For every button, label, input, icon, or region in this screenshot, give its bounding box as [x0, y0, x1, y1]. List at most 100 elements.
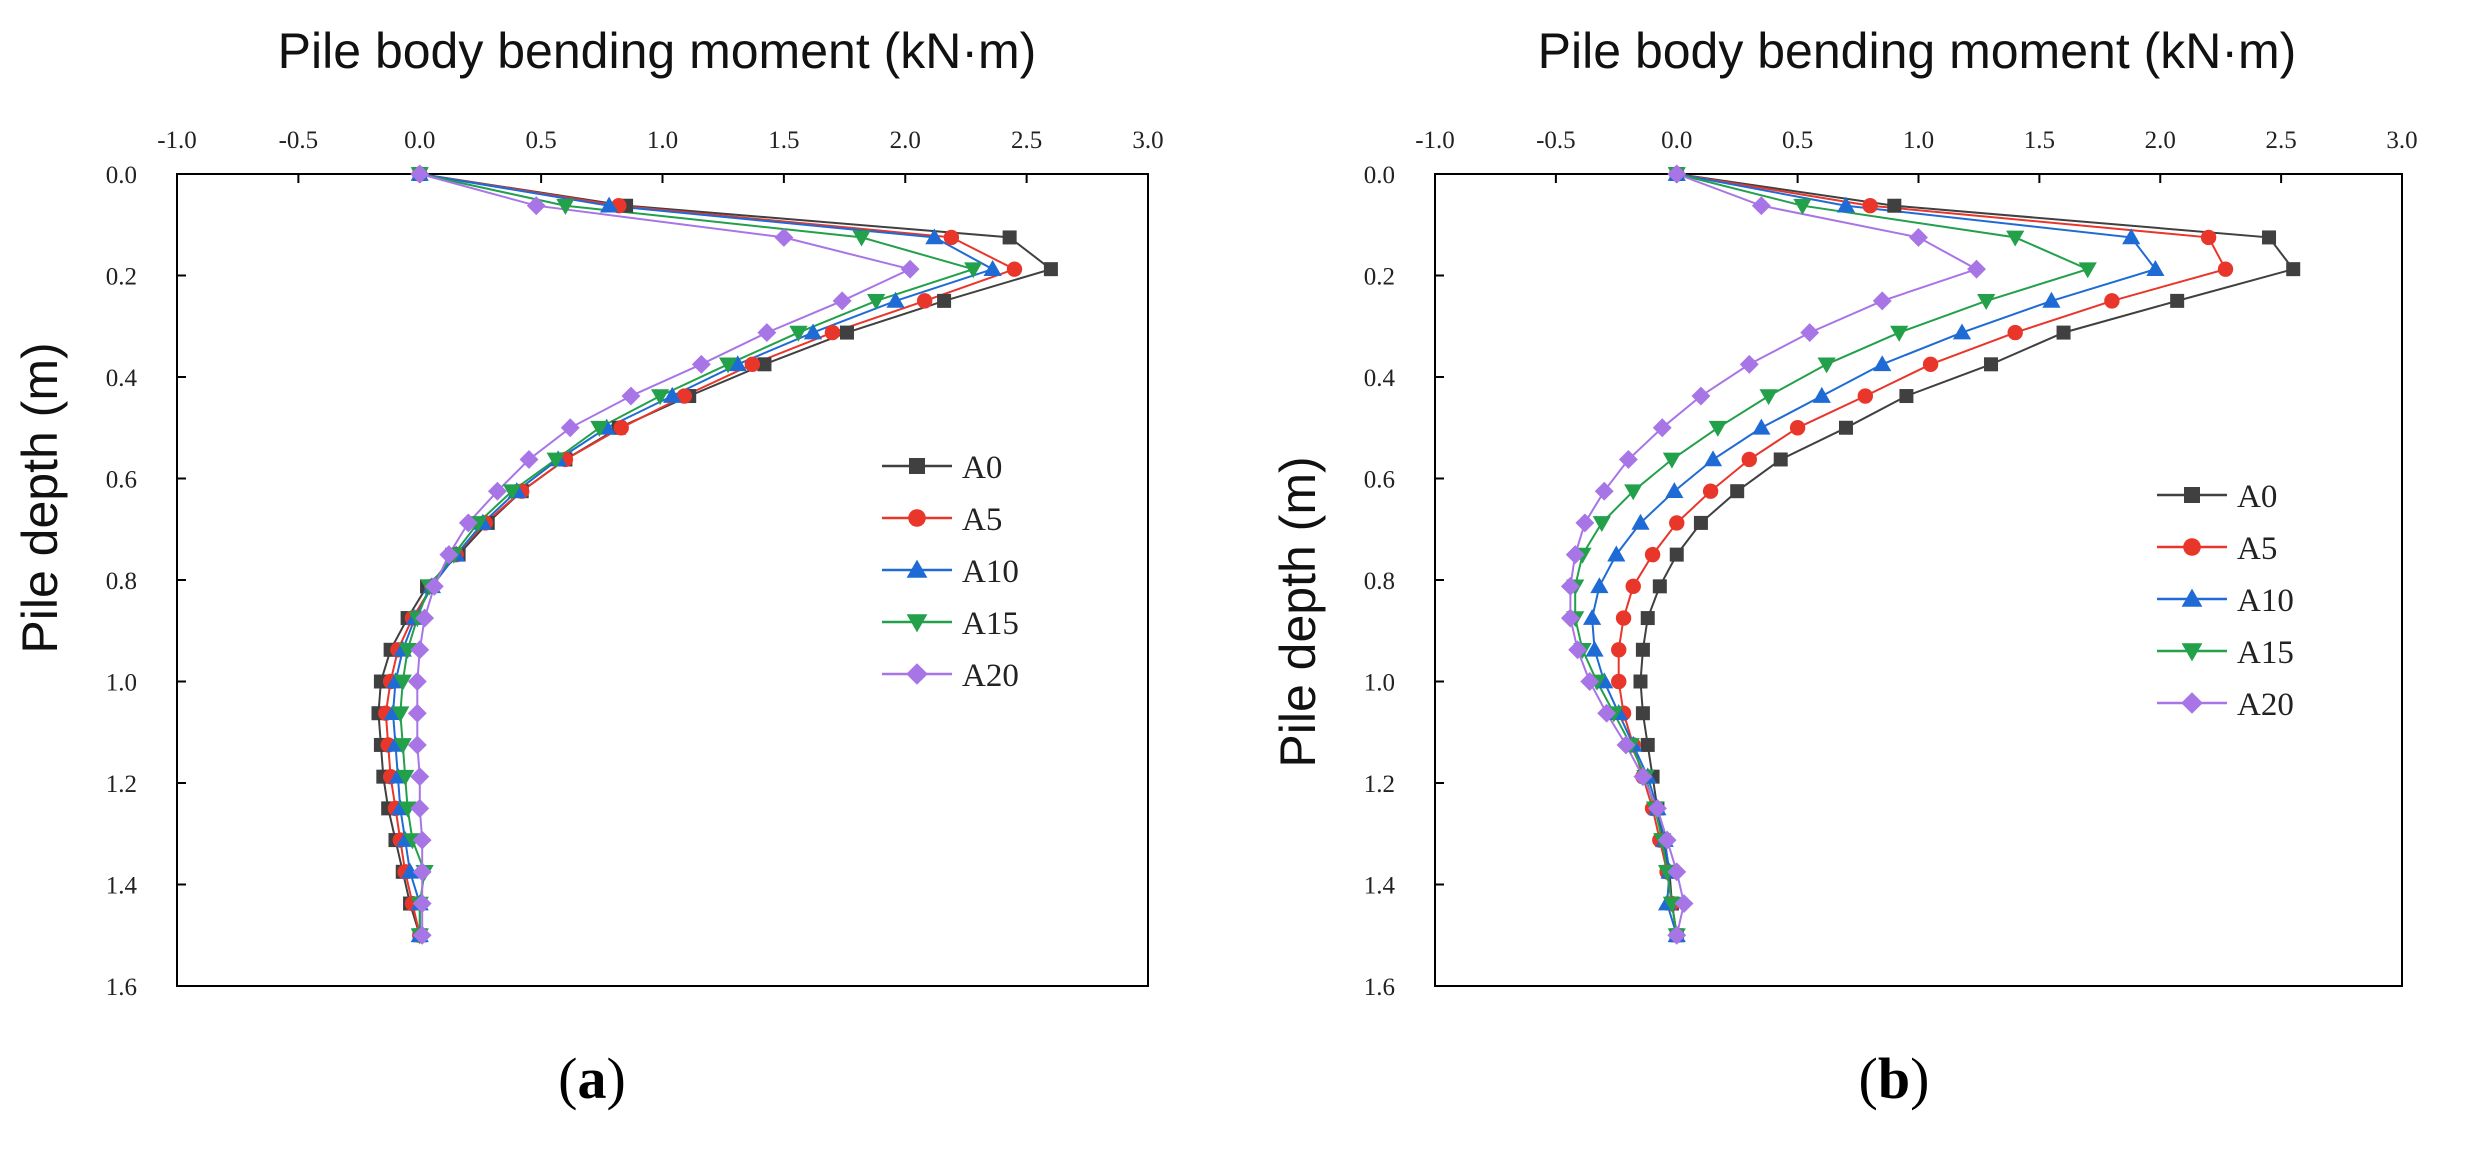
chart-b-plot [1434, 164, 2403, 987]
chart-a-point-a15 [398, 801, 417, 818]
chart-a-x-tick: 2.0 [890, 127, 921, 154]
chart-b-caption: (b) [1859, 1046, 1930, 1111]
chart-a-point-a15 [650, 389, 670, 406]
chart-b-caption-letter: b [1878, 1046, 1910, 1111]
chart-b-legend-marker [2181, 692, 2203, 714]
chart-a-point-a20 [410, 767, 430, 787]
chart-a-title: Pile body bending moment (kN·m) [278, 23, 1037, 79]
chart-a-caption-letter: a [578, 1046, 607, 1111]
chart-b-point-a20 [1800, 323, 1820, 343]
chart-b-y-tick-labels: 0.0 0.2 0.4 0.6 0.8 1.0 1.2 1.4 1.6 [1364, 162, 1396, 1001]
chart-b-point-a10 [1585, 640, 1604, 657]
chart-a-point-a0 [937, 293, 952, 308]
chart-a-point-a15 [556, 198, 575, 215]
chart-b-point-a20 [1967, 259, 1986, 279]
chart-a-x-tick: 3.0 [1132, 127, 1163, 154]
chart-b-point-a10 [1952, 323, 1972, 340]
chart-b-point-a10 [2042, 291, 2061, 308]
chart-b-point-a5 [1625, 578, 1641, 595]
chart-a-point-a20 [439, 545, 459, 565]
chart-a-point-a20 [407, 703, 427, 723]
chart-a-point-a10 [886, 291, 905, 308]
chart-b-x-tick: 1.5 [2024, 127, 2055, 154]
chart-b-point-a15 [1759, 389, 1778, 406]
chart-a-legend-label: A0 [962, 450, 1002, 486]
chart-b-point-a10 [2122, 228, 2141, 245]
chart-a-y-tick: 1.0 [106, 670, 137, 697]
chart-b-point-a15 [2006, 230, 2025, 247]
chart-b-x-tick: 2.5 [2266, 127, 2297, 154]
chart-b-point-a20 [1667, 862, 1687, 882]
chart-a-point-a15 [718, 357, 738, 374]
chart-b-point-a20 [1652, 418, 1672, 438]
chart-b-point-a20 [1909, 227, 1928, 247]
chart-b-point-a20 [1674, 894, 1694, 913]
chart-a-point-a20 [407, 672, 427, 691]
chart-a-point-a15 [852, 230, 871, 247]
chart-b-legend-marker [2183, 538, 2201, 556]
chart-a-point-a5 [943, 229, 960, 246]
chart-a-point-a15 [590, 420, 609, 437]
chart-b-point-a20 [1568, 640, 1588, 660]
chart-b-point-a20 [1751, 196, 1771, 216]
chart-b-point-a0 [1635, 642, 1650, 657]
chart-a-legend-marker [906, 614, 928, 633]
chart-b-point-a15 [1977, 294, 1996, 310]
chart-b-point-a15 [1662, 896, 1682, 913]
chart-a-point-a15 [393, 674, 412, 691]
chart-a-point-a15 [393, 738, 412, 755]
chart-b-legend-label: A15 [2237, 635, 2294, 671]
chart-b-point-a0 [1887, 198, 1902, 213]
chart-a-point-a20 [410, 798, 430, 818]
chart-a-point-a20 [774, 227, 794, 247]
chart-b-point-a0 [2170, 293, 2185, 308]
chart-b-point-a5 [2217, 261, 2234, 277]
chart-b-y-tick: 1.6 [1364, 974, 1395, 1001]
chart-a-point-a10 [663, 386, 682, 403]
chart-a-point-a20 [519, 450, 539, 469]
chart-a-point-a10 [599, 196, 619, 213]
chart-b-point-a0 [2262, 230, 2277, 245]
chart-a-point-a10 [983, 260, 1002, 276]
chart-b-point-a10 [1836, 196, 1856, 213]
chart-a-y-axis-label: Pile depth (m) [12, 342, 68, 653]
chart-b-legend-marker [2181, 643, 2203, 662]
chart-a-legend-label: A20 [962, 658, 1019, 694]
chart-b-point-a15 [1793, 198, 1812, 215]
chart-b-y-tick: 0.6 [1364, 467, 1395, 494]
chart-a-x-tick: 0.0 [404, 127, 435, 154]
chart-a-point-a20 [410, 164, 430, 184]
chart-a-y-tick: 0.0 [106, 162, 137, 189]
chart-a-legend-marker [908, 509, 926, 527]
chart-b-point-a0 [1838, 420, 1853, 435]
chart-a-series-line-a10 [391, 173, 996, 936]
chart-a-point-a15 [546, 452, 565, 469]
chart-b-x-tick: 1.0 [1903, 127, 1934, 154]
chart-a-point-a20 [621, 386, 641, 406]
chart-b-point-a20 [1691, 386, 1711, 406]
chart-b-x-tick: 0.0 [1661, 127, 1692, 154]
chart-b-point-a15 [1592, 516, 1611, 533]
chart-b-point-a0 [1633, 674, 1648, 689]
chart-a-series-line-a20 [416, 173, 914, 936]
chart-b-point-a5 [1702, 483, 1719, 499]
chart-b-point-a0 [1899, 389, 1914, 404]
chart-b-point-a15 [2078, 262, 2097, 279]
chart-a-legend-label: A15 [962, 606, 1019, 642]
chart-a-point-a10 [803, 323, 823, 340]
chart-a-plot [176, 164, 1149, 987]
chart-b-point-a15 [1817, 357, 1836, 374]
chart-a-legend: A0 A5 A10 A15 A20 [882, 450, 1019, 694]
chart-a-point-a15 [396, 769, 415, 786]
chart-b-point-a5 [2200, 229, 2217, 246]
chart-b-point-a5 [1857, 388, 1874, 404]
chart-a-point-a20 [415, 608, 435, 628]
chart-a-point-a0 [1043, 262, 1058, 277]
chart-b-point-a5 [1611, 673, 1627, 690]
chart-a-point-a10 [728, 355, 747, 372]
chart-a-point-a5 [1006, 261, 1023, 277]
chart-b-legend-marker [2184, 487, 2200, 503]
chart-b-legend-label: A10 [2237, 583, 2294, 619]
chart-b-x-tick: -1.0 [1415, 127, 1455, 154]
chart-a-point-a0 [839, 325, 854, 340]
